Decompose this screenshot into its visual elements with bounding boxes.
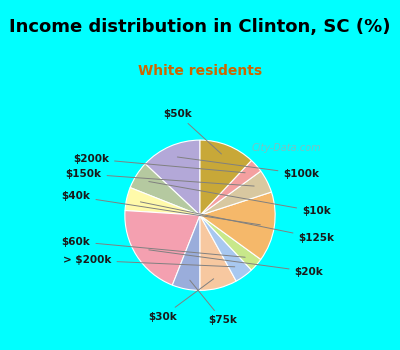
- Text: $125k: $125k: [140, 202, 334, 243]
- Wedge shape: [200, 160, 261, 215]
- Text: Income distribution in Clinton, SC (%): Income distribution in Clinton, SC (%): [9, 19, 391, 36]
- Text: $150k: $150k: [66, 169, 254, 186]
- Wedge shape: [130, 164, 200, 215]
- Wedge shape: [145, 140, 200, 215]
- Wedge shape: [200, 140, 252, 215]
- Wedge shape: [200, 215, 252, 281]
- Text: $200k: $200k: [73, 154, 245, 173]
- Wedge shape: [200, 215, 261, 270]
- Text: $30k: $30k: [148, 279, 214, 322]
- Wedge shape: [172, 215, 200, 290]
- Wedge shape: [200, 171, 272, 215]
- Text: White residents: White residents: [138, 64, 262, 78]
- Text: $100k: $100k: [177, 157, 320, 179]
- Text: $75k: $75k: [190, 280, 237, 326]
- Text: $20k: $20k: [149, 250, 323, 276]
- Text: City-Data.com: City-Data.com: [252, 142, 321, 153]
- Wedge shape: [200, 192, 275, 259]
- Wedge shape: [125, 211, 200, 285]
- Text: $10k: $10k: [149, 182, 331, 217]
- Text: > $200k: > $200k: [63, 256, 235, 267]
- Text: $50k: $50k: [163, 109, 222, 154]
- Wedge shape: [200, 215, 236, 290]
- Text: $60k: $60k: [62, 237, 245, 257]
- Text: $40k: $40k: [62, 191, 260, 225]
- Wedge shape: [125, 188, 200, 215]
